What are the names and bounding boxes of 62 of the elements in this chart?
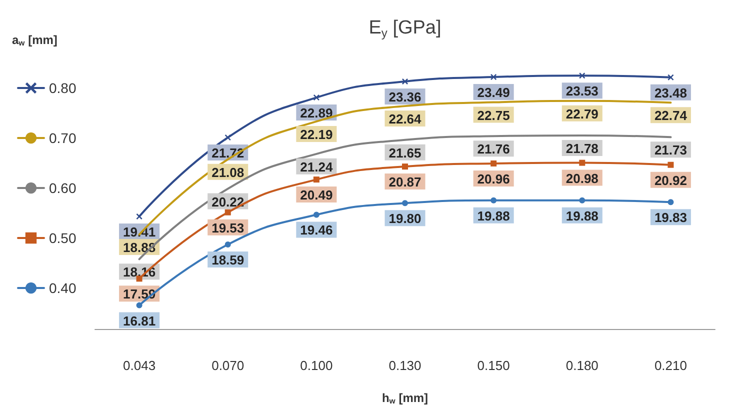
legend-label: 0.80 bbox=[49, 80, 76, 96]
point bbox=[668, 162, 674, 168]
data-label: 22.19 bbox=[300, 126, 333, 142]
point bbox=[402, 78, 408, 84]
point bbox=[668, 199, 674, 206]
data-label: 23.53 bbox=[566, 84, 598, 99]
point bbox=[579, 160, 586, 166]
x-tick-label: 0.130 bbox=[388, 358, 422, 373]
legend-label: 0.70 bbox=[49, 130, 76, 146]
x-tick-label: 0.043 bbox=[123, 358, 156, 373]
point bbox=[313, 212, 320, 218]
data-label: 23.48 bbox=[654, 85, 687, 100]
data-label: 21.65 bbox=[388, 145, 422, 160]
x-tick-label: 0.150 bbox=[477, 358, 510, 373]
data-label: 19.83 bbox=[654, 210, 687, 226]
data-label: 21.73 bbox=[654, 142, 687, 158]
data-label: 19.88 bbox=[566, 208, 598, 224]
data-label: 20.87 bbox=[388, 174, 422, 190]
data-label: 20.92 bbox=[654, 172, 687, 188]
point bbox=[313, 176, 320, 183]
point bbox=[136, 302, 142, 308]
point bbox=[313, 94, 320, 101]
data-label: 20.22 bbox=[212, 194, 244, 210]
data-label: 18.59 bbox=[212, 252, 244, 268]
data-label: 22.79 bbox=[566, 106, 598, 122]
data-label: 23.36 bbox=[388, 89, 422, 104]
point bbox=[490, 74, 497, 80]
x-tick-label: 0.070 bbox=[212, 358, 244, 373]
legend-label: 0.60 bbox=[49, 180, 76, 196]
data-label: 22.89 bbox=[300, 106, 333, 121]
point bbox=[490, 197, 497, 204]
data-label: 16.81 bbox=[123, 313, 156, 328]
point bbox=[224, 209, 231, 216]
point bbox=[490, 160, 497, 166]
point bbox=[402, 164, 408, 170]
legend-label: 0.40 bbox=[49, 280, 76, 296]
data-label: 22.64 bbox=[388, 112, 422, 127]
point bbox=[579, 72, 586, 79]
x-tick-label: 0.210 bbox=[654, 358, 687, 373]
point bbox=[136, 213, 142, 220]
data-label: 21.76 bbox=[477, 142, 510, 157]
point bbox=[224, 241, 231, 248]
data-label: 21.24 bbox=[300, 159, 334, 174]
data-label: 19.88 bbox=[477, 208, 510, 224]
x-tick-label: 0.180 bbox=[566, 358, 598, 373]
legend-label: 0.50 bbox=[49, 230, 76, 246]
data-label: 19.46 bbox=[300, 222, 333, 238]
point bbox=[224, 134, 231, 141]
data-label: 19.80 bbox=[388, 211, 422, 226]
data-label: 20.96 bbox=[477, 171, 510, 186]
data-label: 20.49 bbox=[300, 188, 333, 203]
point bbox=[579, 197, 586, 204]
data-label: 21.78 bbox=[566, 140, 598, 156]
data-label: 23.49 bbox=[477, 85, 510, 100]
x-tick-label: 0.100 bbox=[300, 358, 333, 373]
data-label: 19.53 bbox=[212, 220, 244, 236]
data-label: 22.74 bbox=[654, 108, 688, 124]
data-label: 20.98 bbox=[566, 170, 598, 186]
point bbox=[668, 74, 674, 80]
data-label: 21.08 bbox=[212, 164, 244, 180]
point bbox=[402, 200, 408, 206]
data-label: 22.75 bbox=[477, 108, 510, 123]
